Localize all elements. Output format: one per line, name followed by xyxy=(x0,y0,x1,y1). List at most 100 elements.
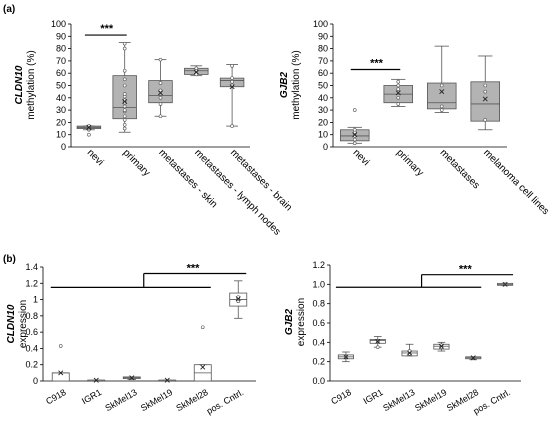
box-3 xyxy=(470,55,501,131)
data-point xyxy=(122,41,127,46)
mean-marker xyxy=(438,343,444,349)
gene-name: GJB2 xyxy=(279,72,290,99)
y-tick-label: 60 xyxy=(318,68,328,78)
box-0 xyxy=(51,344,70,382)
box-1 xyxy=(383,78,414,107)
mean-marker xyxy=(164,377,170,383)
y-tick-label: 10 xyxy=(56,130,66,140)
category-label: C918 xyxy=(329,387,353,406)
mean-marker xyxy=(200,364,206,370)
data-point xyxy=(122,83,127,88)
y-tick-label: 30 xyxy=(56,105,66,115)
data-point xyxy=(230,80,234,84)
y-tick-label: 60 xyxy=(56,68,66,78)
data-point xyxy=(439,83,444,88)
mean-marker xyxy=(122,98,128,105)
data-point xyxy=(396,83,401,88)
data-point xyxy=(230,64,234,68)
box-4 xyxy=(465,355,482,361)
box-2 xyxy=(426,45,457,113)
y-axis-unit: methylation (%) xyxy=(26,50,37,119)
y-tick-label: 40 xyxy=(318,93,328,103)
box-0 xyxy=(339,108,370,146)
significance-label: *** xyxy=(187,263,201,275)
y-tick-label: 1.2 xyxy=(312,260,325,270)
y-tick-label: 20 xyxy=(56,117,66,127)
category-label: SkMel19 xyxy=(139,387,174,413)
mean-marker xyxy=(439,89,445,95)
data-point xyxy=(396,96,401,100)
data-point xyxy=(483,118,488,122)
data-point xyxy=(439,104,444,109)
data-point xyxy=(352,141,357,146)
data-point xyxy=(483,89,488,94)
significance-label: *** xyxy=(100,23,114,35)
y-tick-label: 0.4 xyxy=(312,337,325,347)
box-1 xyxy=(369,336,386,349)
category-label: C918 xyxy=(44,387,68,406)
data-point xyxy=(122,126,127,131)
mean-marker xyxy=(343,354,349,360)
y-tick-label: 0 xyxy=(61,142,66,152)
mean-marker xyxy=(235,296,241,302)
data-point xyxy=(158,81,163,85)
y-tick-label: 100 xyxy=(51,19,66,29)
y-tick-label: 0.8 xyxy=(25,311,38,321)
y-tick-label: 1.4 xyxy=(25,262,38,272)
y-tick-label: 70 xyxy=(318,56,328,66)
y-tick-label: 70 xyxy=(56,56,66,66)
data-point xyxy=(122,92,127,96)
data-point xyxy=(483,83,488,88)
y-tick-label: 80 xyxy=(318,44,328,54)
mean-marker xyxy=(470,355,476,361)
y-axis-label: CLDN10methylation (%) xyxy=(14,50,37,119)
category-label: pos. Cntrl. xyxy=(205,387,246,416)
panel-label-a: (a) xyxy=(3,4,15,15)
chart-gjb2-expression: 0.0 0.2 0.4 0.6 0.8 1.0 1.2 GJB2expression C918 I… xyxy=(284,260,521,416)
gene-name: CLDN10 xyxy=(14,65,25,104)
chart-cldn10-methylation: 0 10 20 30 40 50 60 70 80 90 100 CLDN10methylation … xyxy=(14,19,294,238)
y-tick-label: 40 xyxy=(56,93,66,103)
category-label: primary xyxy=(394,147,425,178)
mean-marker xyxy=(352,132,358,138)
box-0 xyxy=(76,124,102,137)
category-label: nevi xyxy=(85,147,106,168)
y-tick-label: 80 xyxy=(56,44,66,54)
y-axis-unit: methylation (%) xyxy=(291,50,302,119)
category-label: nevi xyxy=(351,147,372,168)
data-point xyxy=(194,66,199,71)
y-tick-label: 0 xyxy=(33,376,38,386)
chart-gjb2-methylation: 0 10 20 30 40 50 60 70 80 90 100 GJB2methylation (%… xyxy=(279,19,550,217)
data-point xyxy=(87,132,91,137)
data-point xyxy=(352,108,357,112)
box-2 xyxy=(148,57,173,119)
box-4 xyxy=(219,64,245,128)
gene-name: CLDN10 xyxy=(6,304,17,343)
data-point xyxy=(122,118,127,122)
y-tick-label: 90 xyxy=(56,31,66,41)
y-axis-unit: expression xyxy=(296,298,307,346)
category-label: melanoma cell lines xyxy=(481,147,550,217)
chart-cldn10-expression: 0 0.2 0.4 0.6 0.8 1 1.2 1.4 CLDN10expression C918… xyxy=(6,262,256,416)
mean-marker xyxy=(502,281,508,287)
mean-marker xyxy=(375,338,381,344)
y-tick-label: 0.0 xyxy=(312,376,325,386)
data-point xyxy=(200,325,205,330)
category-label: SkMel28 xyxy=(174,387,209,413)
data-point xyxy=(122,114,127,119)
box-5 xyxy=(497,281,514,287)
data-point xyxy=(396,87,401,91)
box-0 xyxy=(337,351,354,363)
box-4 xyxy=(193,325,212,382)
panel-label-b: (b) xyxy=(3,254,16,265)
y-tick-label: 0.4 xyxy=(25,343,38,353)
box-iqr xyxy=(51,372,70,382)
data-point xyxy=(122,108,127,112)
box-iqr xyxy=(470,81,501,122)
category-label: IGR1 xyxy=(80,387,103,406)
mean-marker xyxy=(193,69,199,75)
data-point xyxy=(375,345,380,349)
y-tick-label: 100 xyxy=(313,19,328,29)
mean-marker xyxy=(157,90,164,96)
